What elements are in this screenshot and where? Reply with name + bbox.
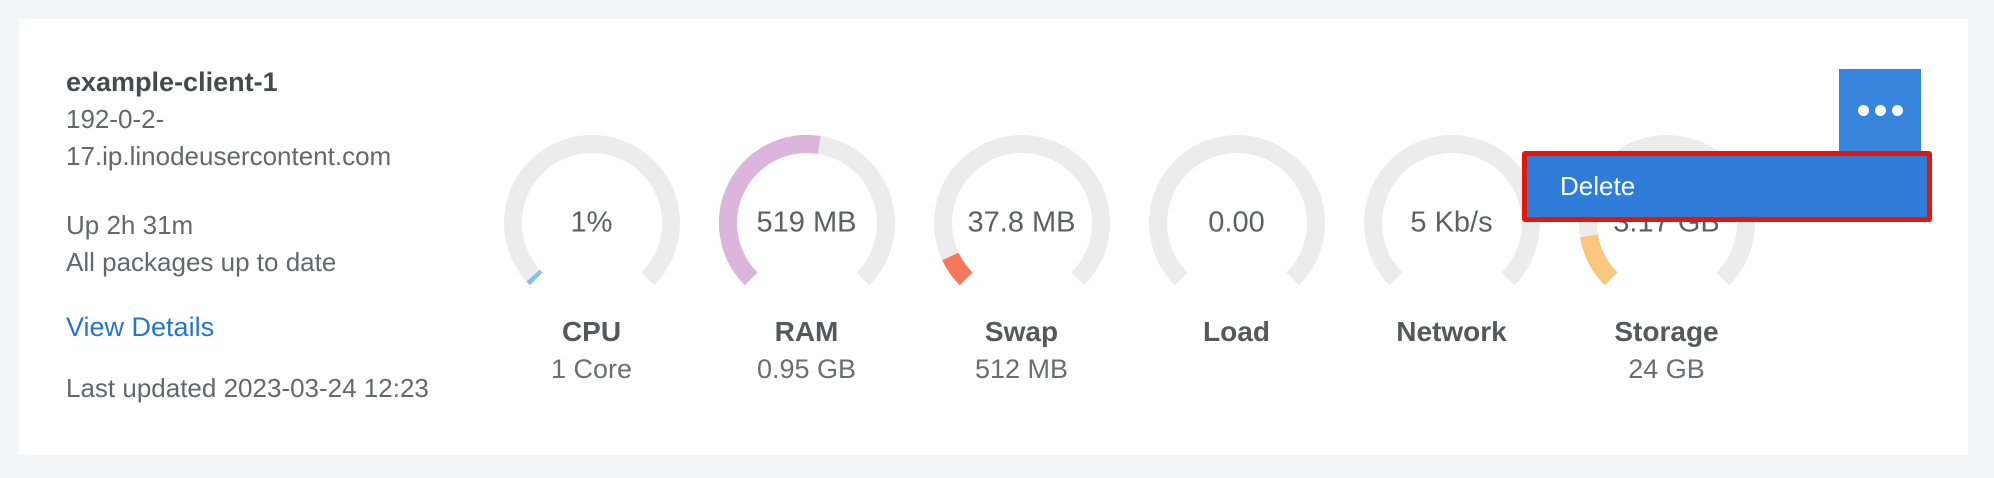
gauge-swap: 37.8 MB Swap 512 MB: [914, 135, 1129, 385]
gauge-cpu-capacity: 1 Core: [550, 354, 633, 384]
gauge-track-arc: [503, 135, 680, 286]
host-status: Up 2h 31m All packages up to date: [66, 207, 438, 281]
gauge-track-arc: [1148, 135, 1325, 286]
host-name: example-client-1: [66, 67, 278, 97]
host-packages-status: All packages up to date: [66, 247, 337, 277]
gauge-network-label: Network: [1396, 316, 1507, 347]
gauge-ram-donut: 519 MB: [718, 135, 895, 311]
gauge-track-arc: [1363, 135, 1540, 286]
gauge-storage: 3.17 GB Storage 24 GB: [1559, 135, 1774, 385]
gauge-load-donut: 0.00: [1148, 135, 1325, 311]
gauge-network-value: 5 Kb/s: [1410, 206, 1493, 239]
host-card: example-client-1 192-0-2-17.ip.linodeuse…: [19, 19, 1968, 455]
gauge-ram-capacity: 0.95 GB: [756, 354, 857, 384]
gauge-load-value: 0.00: [1208, 206, 1265, 239]
gauge-load: 0.00 Load: [1129, 135, 1344, 385]
gauge-network-donut: 5 Kb/s: [1363, 135, 1540, 311]
view-details-link[interactable]: View Details: [66, 312, 215, 342]
gauge-storage-capacity: 24 GB: [1628, 354, 1705, 384]
host-fqdn: 192-0-2-17.ip.linodeusercontent.com: [66, 104, 392, 171]
gauge-cpu: 1% CPU 1 Core: [484, 135, 699, 385]
host-uptime: Up 2h 31m: [66, 210, 194, 240]
gauge-storage-label: Storage: [1614, 316, 1719, 347]
gauge-fill-arc: [525, 269, 543, 286]
menu-item-delete[interactable]: Delete: [1527, 156, 1927, 217]
gauge-ram-value: 519 MB: [756, 206, 857, 239]
gauge-cpu-label: CPU: [561, 316, 622, 347]
gauge-cpu-donut: 1%: [503, 135, 680, 311]
gauge-ram-label: RAM: [774, 316, 839, 347]
ellipsis-icon: [1857, 105, 1903, 116]
gauge-fill-arc: [1579, 234, 1618, 286]
gauge-swap-donut: 37.8 MB: [933, 135, 1110, 311]
actions-menu-button[interactable]: [1839, 69, 1921, 152]
gauges-row: 1% CPU 1 Core 519 MB RAM 0.95 GB 37.8 MB Swap 51…: [484, 135, 1774, 385]
gauge-network: 5 Kb/s Network: [1344, 135, 1559, 385]
gauge-fill-arc: [941, 252, 973, 286]
last-updated: Last updated 2023-03-24 12:23: [66, 373, 429, 403]
gauge-track-arc: [933, 135, 1110, 286]
gauge-cpu-value: 1%: [570, 206, 613, 239]
gauge-swap-label: Swap: [984, 316, 1059, 347]
gauge-load-label: Load: [1203, 316, 1270, 347]
host-info: example-client-1 192-0-2-17.ip.linodeuse…: [66, 64, 438, 405]
gauge-swap-capacity: 512 MB: [974, 354, 1069, 384]
annotation-highlight: Delete: [1522, 151, 1932, 222]
gauge-fill-arc: [718, 135, 821, 286]
gauge-ram: 519 MB RAM 0.95 GB: [699, 135, 914, 385]
gauge-track-arc: [1578, 135, 1755, 286]
gauge-swap-value: 37.8 MB: [967, 206, 1076, 239]
